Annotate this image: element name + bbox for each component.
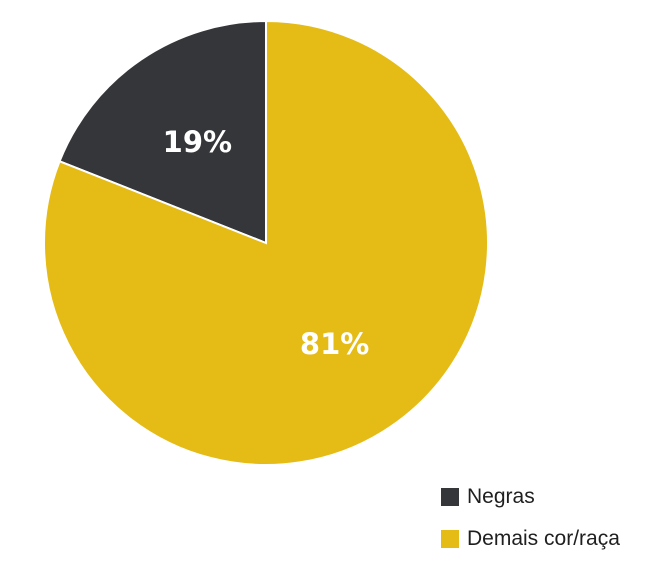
legend-item-demais: Demais cor/raça [441, 525, 620, 552]
pie-label-demais: 81% [300, 327, 369, 361]
legend-item-negras: Negras [441, 483, 620, 510]
pie-chart: 19% 81% [43, 19, 489, 466]
pie-label-negras: 19% [163, 125, 232, 159]
pie-chart-svg: 19% 81% [43, 19, 489, 466]
legend-label-negras: Negras [467, 484, 535, 508]
legend-swatch-demais [441, 529, 459, 548]
chart-legend: Negras Demais cor/raça [441, 483, 620, 567]
pie-slice-negras [58, 19, 267, 245]
pie-slice-demais [43, 19, 489, 466]
legend-swatch-negras [441, 487, 459, 506]
legend-label-demais: Demais cor/raça [467, 526, 620, 550]
